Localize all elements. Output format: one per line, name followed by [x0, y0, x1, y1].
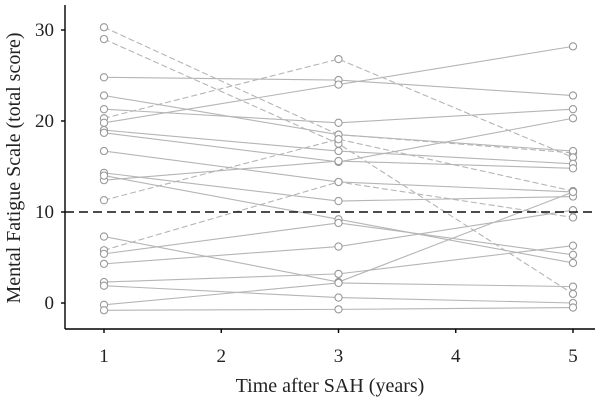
data-point [568, 282, 578, 291]
data-point [99, 259, 109, 269]
x-tick-labels: 1 2 3 4 5 [99, 329, 578, 367]
series-7 [99, 42, 578, 127]
data-point [99, 196, 109, 205]
data-point [568, 303, 578, 312]
data-point [568, 105, 578, 114]
data-point [334, 156, 343, 166]
series-22 [99, 303, 578, 315]
data-point [334, 305, 343, 314]
data-point [568, 289, 578, 299]
data-point [99, 91, 109, 100]
data-point [99, 306, 109, 315]
y-tick-label: 0 [45, 293, 55, 314]
data-point [99, 232, 109, 241]
data-point [334, 135, 343, 144]
data-point [99, 34, 109, 44]
series-5 [99, 105, 578, 127]
data-point [99, 128, 109, 137]
series-11 [99, 168, 578, 206]
data-point [334, 278, 343, 288]
series-12 [99, 156, 578, 185]
y-tick-labels: 0 10 20 30 [35, 20, 65, 314]
y-tick-label: 30 [35, 20, 54, 41]
data-point [568, 258, 578, 268]
data-point [568, 114, 578, 123]
data-point [99, 281, 109, 290]
series-layer [99, 23, 578, 315]
data-point [568, 187, 578, 197]
data-point [334, 54, 343, 64]
series-21 [99, 278, 578, 309]
data-point [568, 241, 578, 250]
data-point [334, 218, 343, 228]
x-axis-label: Time after SAH (years) [236, 375, 425, 397]
data-point [99, 23, 109, 32]
x-tick-label: 4 [451, 346, 461, 367]
data-point [99, 118, 109, 127]
data-point [568, 42, 578, 51]
data-point [334, 196, 343, 206]
data-point [99, 171, 109, 180]
data-point [334, 80, 343, 89]
series-line [103, 191, 574, 283]
data-point [334, 118, 343, 127]
data-point [99, 146, 109, 156]
data-point [334, 293, 343, 302]
data-point [99, 249, 109, 259]
y-tick-label: 10 [35, 202, 54, 223]
data-point [99, 73, 109, 82]
data-point [568, 164, 578, 173]
x-tick-label: 5 [568, 346, 578, 367]
y-axis-label: Mental Fatigue Scale (total score) [3, 32, 25, 303]
data-point [568, 91, 578, 100]
y-tick-label: 20 [35, 111, 54, 132]
data-point [334, 177, 343, 187]
data-point [334, 269, 343, 279]
data-point [334, 146, 343, 156]
x-tick-label: 2 [217, 346, 227, 367]
x-tick-label: 1 [99, 346, 109, 367]
data-point [568, 213, 578, 222]
data-point [334, 242, 343, 251]
series-line [103, 172, 574, 202]
x-tick-label: 3 [334, 346, 344, 367]
series-17 [99, 218, 578, 259]
plot-area: 1 2 3 4 5 0 10 20 30 [35, 5, 595, 367]
data-point [568, 250, 578, 259]
data-point [99, 105, 109, 114]
